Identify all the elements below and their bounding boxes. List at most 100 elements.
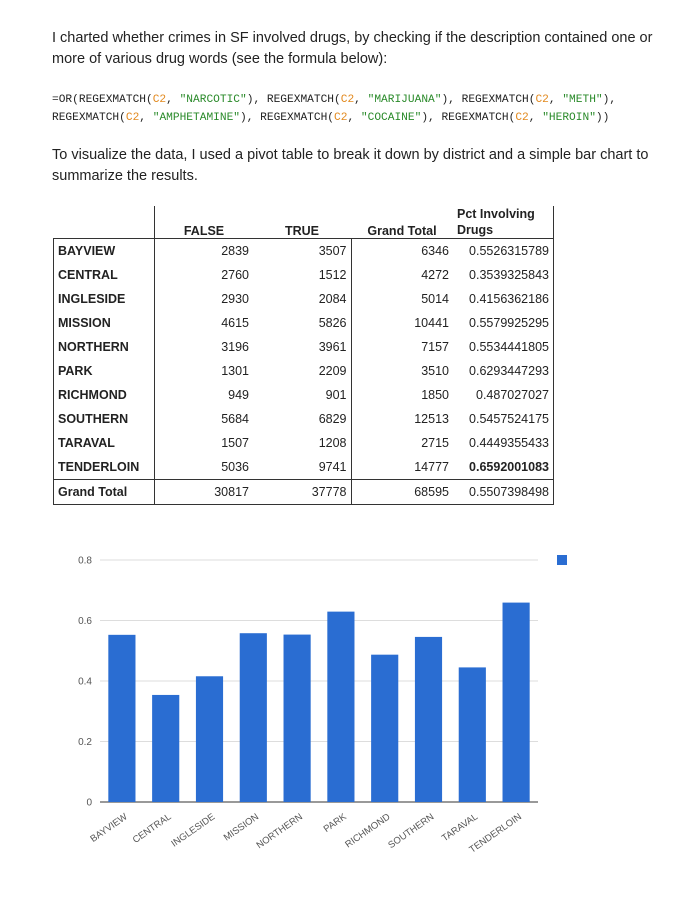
formula-text: , xyxy=(528,112,543,124)
row-false-count: 2839 xyxy=(154,238,253,263)
pivot-total-row: Grand Total 30817 37778 68595 0.55073984… xyxy=(53,479,554,505)
row-district: INGLESIDE xyxy=(53,287,155,311)
row-pct: 0.487027027 xyxy=(453,383,554,407)
row-pct: 0.4156362186 xyxy=(453,287,554,311)
row-grand-total: 5014 xyxy=(350,287,453,311)
row-false-count: 5684 xyxy=(154,407,253,431)
row-grand-total: 14777 xyxy=(350,455,453,480)
formula-cell-ref: C2 xyxy=(340,94,355,106)
formula-string: "MARIJUANA" xyxy=(367,94,442,106)
formula-text: ), xyxy=(602,94,617,106)
bar xyxy=(371,654,399,802)
x-category-label: CENTRAL xyxy=(131,811,174,845)
row-true-count: 6829 xyxy=(318,412,347,426)
formula-text: ), REGEXMATCH( xyxy=(421,112,516,124)
row-pct: 0.5534441805 xyxy=(453,335,554,359)
row-false-count: 2930 xyxy=(154,287,253,311)
row-false-count: 5036 xyxy=(154,455,253,480)
formula-block: =OR(REGEXMATCH(C2, "NARCOTIC"), REGEXMAT… xyxy=(52,91,672,127)
row-true-count: 3961 xyxy=(318,340,347,354)
formula-cell-ref: C2 xyxy=(515,112,529,124)
formula-string: "AMPHETAMINE" xyxy=(152,112,241,124)
row-pct: 0.6592001083 xyxy=(453,455,554,480)
row-true-count: 2209 xyxy=(318,364,347,378)
pivot-row: BAYVIEW 2839 3507 6346 0.5526315789 xyxy=(53,238,554,263)
y-tick-label: 0.8 xyxy=(78,556,92,567)
row-pct: 0.5579925295 xyxy=(453,311,554,335)
formula-text: , xyxy=(548,94,563,106)
formula-cell-ref: C2 xyxy=(152,94,167,106)
x-category-label: PARK xyxy=(322,811,349,835)
pivot-table: FALSE TRUE Grand Total Pct Involving Drug… xyxy=(53,206,554,505)
header-false: FALSE xyxy=(154,206,253,239)
y-tick-label: 0.2 xyxy=(78,737,92,748)
total-label: Grand Total xyxy=(53,479,155,505)
formula-cell-ref: C2 xyxy=(125,112,140,124)
bar xyxy=(502,602,530,802)
row-grand-total: 6346 xyxy=(350,238,453,263)
pivot-body: BAYVIEW 2839 3507 6346 0.5526315789 CENTRAL 27… xyxy=(53,238,554,480)
total-grand: 68595 xyxy=(350,479,453,505)
legend-swatch xyxy=(557,555,567,565)
bar xyxy=(327,611,355,802)
formula-cell-ref: C2 xyxy=(334,112,348,124)
row-grand-total: 2715 xyxy=(350,431,453,455)
header-grand-total: Grand Total xyxy=(367,224,437,238)
formula-text: ), REGEXMATCH( xyxy=(441,94,536,106)
pivot-row: CENTRAL 2760 1512 4272 0.3539325843 xyxy=(53,263,554,287)
row-true-count: 1208 xyxy=(318,436,347,450)
row-grand-total: 12513 xyxy=(350,407,453,431)
row-true-count: 1512 xyxy=(318,268,347,282)
y-tick-label: 0.6 xyxy=(78,616,92,627)
pivot-row: PARK 1301 2209 3510 0.6293447293 xyxy=(53,359,554,383)
row-grand-total: 3510 xyxy=(350,359,453,383)
row-district: SOUTHERN xyxy=(53,407,155,431)
pivot-row: RICHMOND 949 901 1850 0.487027027 xyxy=(53,383,554,407)
total-false: 30817 xyxy=(154,479,253,505)
pivot-corner xyxy=(54,206,155,239)
formula-text: , xyxy=(166,94,180,106)
pivot-row: SOUTHERN 5684 6829 12513 0.5457524175 xyxy=(53,407,554,431)
row-pct: 0.5457524175 xyxy=(453,407,554,431)
row-false-count: 2760 xyxy=(154,263,253,287)
formula-text: =OR(REGEXMATCH( xyxy=(52,94,153,106)
header-pct-line2: Drugs xyxy=(457,223,494,237)
row-false-count: 1507 xyxy=(154,431,253,455)
total-true: 37778 xyxy=(253,479,352,505)
row-district: RICHMOND xyxy=(53,383,155,407)
row-district: BAYVIEW xyxy=(53,238,155,263)
row-district: TENDERLOIN xyxy=(53,455,155,480)
row-pct: 0.5526315789 xyxy=(453,238,554,263)
bar xyxy=(195,676,224,802)
formula-string: "COCAINE" xyxy=(360,112,422,124)
row-pct: 0.4449355433 xyxy=(453,431,554,455)
pivot-row: TARAVAL 1507 1208 2715 0.4449355433 xyxy=(53,431,554,455)
formula-text: REGEXMATCH( xyxy=(52,112,126,124)
row-true-count: 2084 xyxy=(318,292,347,306)
header-true: TRUE xyxy=(284,224,320,238)
formula-text: , xyxy=(139,112,153,124)
formula-text: , xyxy=(354,94,368,106)
row-pct: 0.6293447293 xyxy=(453,359,554,383)
row-false-count: 4615 xyxy=(154,311,253,335)
formula-text: ), REGEXMATCH( xyxy=(246,94,341,106)
x-category-label: BAYVIEW xyxy=(88,811,129,844)
bar xyxy=(108,634,136,802)
x-category-label: SOUTHERN xyxy=(386,811,436,851)
total-pct: 0.5507398498 xyxy=(453,479,554,505)
visualization-paragraph: To visualize the data, I used a pivot ta… xyxy=(52,147,649,184)
formula-line-1: =OR(REGEXMATCH(C2, "NARCOTIC"), REGEXMAT… xyxy=(52,91,672,109)
row-district: TARAVAL xyxy=(53,431,155,455)
bar xyxy=(458,667,486,802)
bar xyxy=(283,634,311,802)
y-tick-label: 0 xyxy=(86,798,92,809)
row-district: MISSION xyxy=(53,311,155,335)
row-grand-total: 4272 xyxy=(350,263,453,287)
row-grand-total: 1850 xyxy=(350,383,453,407)
chart-bars xyxy=(108,602,530,802)
pivot-row: TENDERLOIN 5036 9741 14777 0.6592001083 xyxy=(53,455,554,480)
pivot-header-row: FALSE TRUE Grand Total Pct Involving Drug… xyxy=(54,206,554,239)
row-true-count: 5826 xyxy=(318,316,347,330)
formula-line-2: REGEXMATCH(C2, "AMPHETAMINE"), REGEXMATC… xyxy=(52,109,672,127)
row-district: PARK xyxy=(53,359,155,383)
